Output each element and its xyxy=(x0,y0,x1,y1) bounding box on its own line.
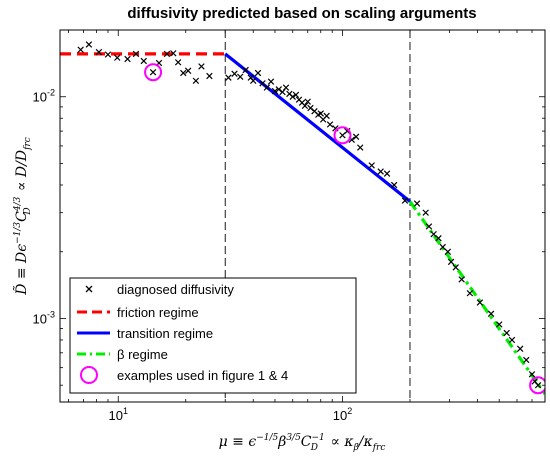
data-point xyxy=(452,264,459,271)
data-point xyxy=(292,91,300,99)
data-point xyxy=(275,86,283,93)
data-point xyxy=(304,98,311,105)
data-point xyxy=(496,321,503,328)
data-point xyxy=(192,77,200,85)
data-point xyxy=(77,46,84,53)
data-point xyxy=(458,276,465,283)
data-point xyxy=(534,381,542,389)
data-point xyxy=(263,84,271,91)
legend-entry-examples: examples used in figure 1 & 4 xyxy=(80,366,288,384)
data-point xyxy=(523,356,530,364)
data-point xyxy=(170,50,177,57)
legend-entry-transition: transition regime xyxy=(77,326,213,341)
data-point xyxy=(271,87,279,95)
data-point xyxy=(132,50,140,58)
axis-ticks xyxy=(60,29,546,402)
legend-label: friction regime xyxy=(117,305,199,320)
axes-box xyxy=(59,29,546,403)
data-point xyxy=(466,289,474,297)
data-point xyxy=(516,345,524,352)
data-point xyxy=(225,74,232,81)
data-point xyxy=(425,223,433,230)
series-line xyxy=(408,200,545,395)
data-point xyxy=(174,59,182,66)
data-point xyxy=(231,70,238,77)
data-point xyxy=(444,248,452,255)
data-point xyxy=(508,336,516,344)
legend-marker-circle xyxy=(80,366,98,384)
data-point xyxy=(254,69,262,77)
axis-tick-labels: 101 102 10-3 10-2 xyxy=(33,88,353,423)
legend-label: β regime xyxy=(117,347,168,362)
y-tick-label: 10-2 xyxy=(33,88,55,105)
data-point xyxy=(390,181,398,189)
data-point xyxy=(383,170,391,177)
data-point xyxy=(447,258,455,266)
data-point xyxy=(85,41,93,48)
data-point xyxy=(180,69,187,77)
data-point xyxy=(163,50,171,58)
data-point xyxy=(267,78,275,85)
data-point xyxy=(368,162,375,169)
data-point xyxy=(317,110,324,117)
data-markers xyxy=(77,41,542,389)
data-point xyxy=(95,48,103,56)
data-point xyxy=(422,209,429,216)
data-point xyxy=(301,102,309,110)
data-point xyxy=(352,133,360,140)
data-point xyxy=(250,77,257,85)
data-point xyxy=(289,93,296,100)
data-point xyxy=(124,55,131,63)
legend-box xyxy=(69,277,357,394)
data-point xyxy=(528,371,536,378)
data-point xyxy=(377,168,384,175)
legend-marker-x xyxy=(85,285,93,293)
data-point xyxy=(149,69,157,76)
example-marker xyxy=(529,376,545,395)
legend-entry-friction: friction regime xyxy=(77,305,199,320)
legend-entry-diagnosed: diagnosed diffusivity xyxy=(85,282,234,297)
legend-entry-beta: β regime xyxy=(77,347,168,362)
regime-boundaries xyxy=(224,30,411,402)
data-point xyxy=(439,243,446,251)
data-point xyxy=(206,72,213,80)
data-point xyxy=(357,144,364,151)
y-axis-label: D̃ ≡ Dϵ−1/3C4/3D ∝ D/Dfrc xyxy=(12,137,33,296)
example-marker xyxy=(333,126,352,145)
legend: diagnosed diffusivity friction regime tr… xyxy=(69,277,357,394)
y-tick-label: 10-3 xyxy=(33,309,55,326)
data-point xyxy=(323,112,330,120)
data-point xyxy=(503,329,510,337)
data-point xyxy=(140,57,148,65)
example-marker xyxy=(144,63,163,82)
x-tick-label: 102 xyxy=(333,406,352,423)
data-point xyxy=(282,84,290,91)
data-point xyxy=(114,54,121,61)
data-point xyxy=(487,310,495,317)
data-point xyxy=(401,197,409,204)
data-point xyxy=(435,235,442,242)
chart-title: diffusivity predicted based on scaling a… xyxy=(127,5,476,22)
legend-label: diagnosed diffusivity xyxy=(117,282,234,297)
example-circles xyxy=(144,63,545,395)
data-point xyxy=(198,63,205,70)
x-tick-label: 101 xyxy=(108,406,127,423)
data-point xyxy=(326,121,334,128)
legend-label: examples used in figure 1 & 4 xyxy=(117,368,288,383)
legend-label: transition regime xyxy=(117,326,213,341)
data-point xyxy=(476,299,484,306)
data-point xyxy=(279,88,286,96)
data-point xyxy=(413,200,421,207)
data-point xyxy=(242,66,249,74)
x-axis-label: μ ≡ ϵ−1/5β3/5C−1 D ∝ κβ/κfrc xyxy=(219,433,386,453)
data-point xyxy=(104,51,112,58)
data-point xyxy=(184,67,192,74)
data-point xyxy=(237,73,244,81)
